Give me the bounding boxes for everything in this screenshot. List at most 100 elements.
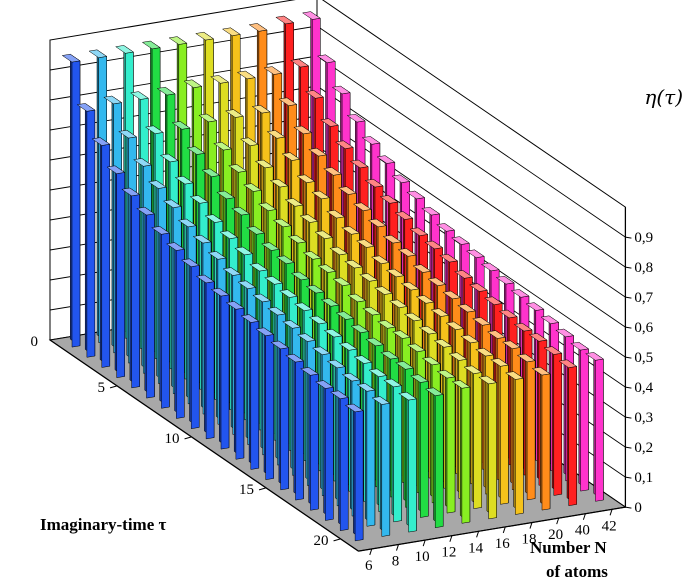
bar-top [347,293,367,303]
bar-top [301,11,321,20]
bar [195,274,215,440]
bar-top [264,276,284,285]
bar-front [568,366,577,506]
z-tick-label: 0,1 [634,470,653,486]
bar-top [278,97,298,106]
bar-front [553,352,563,496]
bar-top [445,321,465,330]
tau-tick-mark [184,436,192,440]
bar [210,287,230,450]
bar-top [540,315,560,324]
bar-top [504,371,524,380]
labels-group: η(τ) Imaginary-time τ Number N of atoms [40,85,683,581]
bar-top [436,369,456,379]
n-tick-mark [449,535,453,542]
bar-top [221,27,241,36]
y-axis-title-line1: Number N [530,538,607,557]
bar-top [451,380,471,389]
bar-top [371,396,391,405]
bar-top [391,330,411,339]
bar-top [350,324,370,333]
bar-top [296,174,316,183]
bar-top [338,342,358,351]
bar-top [433,339,453,348]
z-tick-label: 0,7 [634,290,653,306]
n-tick-label: 6 [365,558,373,574]
bar-top [224,109,244,118]
bar-top [495,275,515,285]
z-tick-mark [625,386,632,389]
bar-top [88,49,108,58]
bar-top [168,36,188,45]
bar [300,366,320,511]
bar-top [219,230,239,239]
bar [371,396,391,537]
bar-top [300,367,320,376]
bar-top [395,361,415,370]
bar [344,403,364,542]
bar-top [319,118,339,127]
bar-top [204,214,224,223]
z-tick-mark [625,236,632,239]
y-axis-title-line2: of atoms [546,562,608,581]
bar-top [335,311,355,320]
bar-top [115,45,135,54]
bar-top [439,253,459,263]
bar-top [252,293,272,303]
bar-front [434,394,444,528]
z-tick-label: 0,4 [634,380,653,396]
tau-tick-label: 10 [165,431,180,447]
bar-top [454,270,474,279]
bar-top [207,251,227,260]
z-axis-title: η(τ) [644,85,683,109]
bar [490,357,510,505]
n-tick-label: 20 [548,527,563,543]
n-tick-mark [396,544,399,551]
bar-top [136,206,156,216]
n-tick-mark [369,548,373,556]
bar-top [543,346,563,355]
bar-top [198,113,218,123]
bar-top [186,146,206,155]
bar-front [71,60,81,348]
bar-top [183,79,203,88]
bar-top [278,289,298,298]
z-tick-mark [625,266,632,269]
bar-top [463,365,483,374]
bar-top [180,258,200,267]
bar-top [314,230,334,239]
z-tick-label: 0,8 [634,260,653,276]
bar-front [295,360,304,501]
bar-top [195,31,215,41]
n-tick-mark [609,509,613,516]
bar-top [490,358,510,367]
bar-top [409,374,429,383]
bar-top [281,152,301,161]
bar [225,300,245,460]
bar [165,242,185,419]
bar-top [329,246,349,256]
bar-top [192,234,212,244]
bar-top [498,309,518,319]
bar-top [465,249,485,258]
bar-front [220,294,230,450]
bar-top [528,333,548,342]
z-tick-label: 0,6 [634,320,653,336]
bar [585,351,605,502]
bar-top [337,186,357,195]
bar-top [331,85,351,95]
bar-top [391,174,411,183]
bar-top [394,211,414,220]
bar-front [280,347,289,491]
bar-front [146,213,155,399]
bar-top [415,295,435,304]
bar [543,346,563,496]
bar-front [595,358,604,502]
bar-front [310,373,319,511]
bar-front [580,348,589,492]
bar-top [406,190,426,200]
bar-top [257,202,277,211]
bar-top [171,121,191,130]
bar-top [225,301,245,310]
